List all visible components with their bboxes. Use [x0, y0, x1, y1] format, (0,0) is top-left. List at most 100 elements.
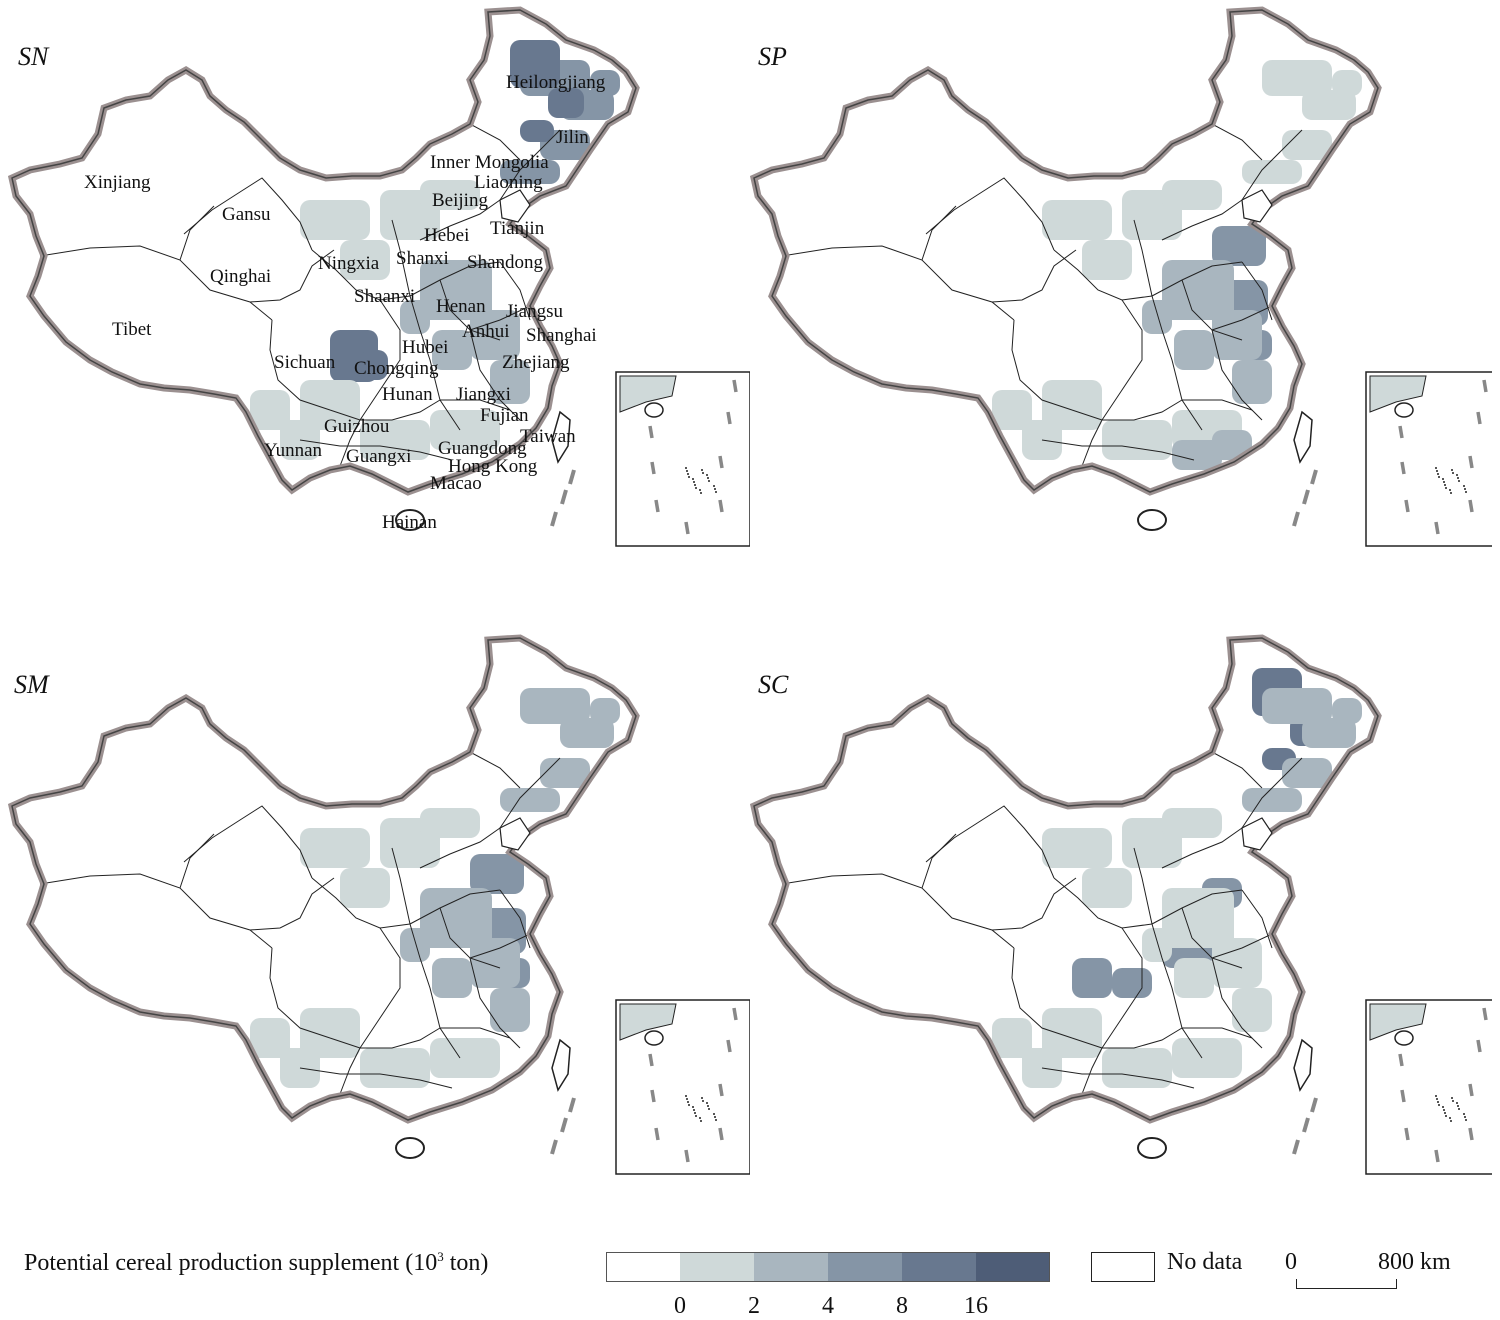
province-boundary	[249, 877, 335, 931]
inset-island	[686, 470, 688, 472]
province-boundary	[299, 439, 453, 461]
scale-bar-distance: 800 km	[1378, 1249, 1451, 1275]
maritime-dash	[1302, 489, 1310, 505]
shaded-area-northeast-core	[510, 40, 560, 88]
province-boundary	[339, 419, 361, 467]
inset-dash	[654, 1127, 660, 1141]
inset-island	[1456, 474, 1458, 476]
inset-island	[1452, 472, 1454, 474]
shaded-area-south	[360, 1048, 430, 1088]
province-boundary	[1101, 299, 1143, 421]
shaded-area-east	[1174, 958, 1214, 998]
shaded-area-south	[250, 1018, 290, 1058]
shaded-area-south	[250, 390, 290, 430]
province-boundary	[1151, 295, 1203, 431]
shaded-area-sichuan	[360, 350, 388, 380]
shaded-area-east	[420, 260, 492, 320]
hainan-island	[1137, 509, 1167, 531]
province-label: Hunan	[382, 384, 433, 405]
bohai-sea	[1241, 817, 1273, 851]
inset-island	[694, 1112, 696, 1114]
province-label: Guangdong	[438, 438, 527, 459]
inset-island	[1444, 1112, 1446, 1114]
inset-dash	[654, 499, 660, 513]
maritime-dash	[550, 1139, 558, 1155]
shaded-area-east	[470, 310, 520, 360]
hainan-island	[395, 509, 425, 531]
inset-island	[707, 477, 709, 479]
province-boundary	[1151, 261, 1243, 297]
province-label: Hebei	[424, 225, 469, 246]
map-panel-sn: Heilongjiang Jilin Inner Mongolia Liaoning X…	[0, 0, 750, 600]
inset-island	[1435, 467, 1437, 469]
province-label: Jilin	[556, 127, 589, 148]
province-label: Tianjin	[490, 218, 545, 239]
province-label: Hong Kong	[448, 456, 538, 477]
province-boundary	[1241, 757, 1303, 829]
province-boundary	[1161, 199, 1243, 241]
shaded-area-east	[1232, 988, 1272, 1032]
inset-dash	[1482, 1007, 1488, 1021]
province-label: Heilongjiang	[506, 72, 606, 93]
inset-dash	[684, 521, 690, 535]
inset-coastline	[619, 1003, 677, 1041]
province-boundary	[409, 261, 501, 297]
inset-island	[692, 1106, 694, 1108]
maritime-dash	[1292, 511, 1300, 527]
inset-coastline	[1369, 1003, 1427, 1041]
inset-dash	[1482, 379, 1488, 393]
maritime-dash	[568, 1097, 576, 1113]
province-boundary	[499, 889, 531, 949]
shaded-area-east	[1142, 928, 1172, 962]
province-boundary	[991, 249, 1077, 303]
province-boundary	[1011, 319, 1073, 411]
province-boundary	[1211, 933, 1273, 959]
shaded-area-east	[420, 888, 492, 948]
inset-island	[695, 1115, 697, 1117]
province-boundary	[1101, 927, 1143, 1049]
panel-label-sp: SP	[758, 42, 787, 71]
province-label: Sichuan	[274, 352, 336, 373]
legend-swatch-3	[828, 1252, 902, 1282]
map-panel-sc: SC	[742, 618, 1492, 1218]
shaded-area-east	[432, 958, 472, 998]
shaded-area-east	[490, 988, 530, 1032]
province-label: Guangxi	[346, 446, 411, 467]
inset-dash	[650, 461, 656, 475]
inset-island	[1436, 470, 1438, 472]
inset-island	[1437, 473, 1439, 475]
inset-coastline	[1369, 375, 1427, 413]
inset-island	[1457, 477, 1459, 479]
inset-dash	[732, 1007, 738, 1021]
shaded-area-south	[1042, 380, 1102, 430]
maritime-dash	[568, 469, 576, 485]
shaded-area-east	[400, 928, 430, 962]
shaded-area-central	[1112, 968, 1152, 998]
province-boundary	[1182, 399, 1253, 411]
shaded-area-north	[420, 808, 480, 838]
inset-island	[700, 1120, 702, 1122]
province-boundary	[440, 399, 511, 411]
province-boundary	[269, 947, 331, 1039]
province-boundary	[499, 757, 561, 829]
province-boundary	[499, 129, 561, 201]
shaded-area-north	[420, 180, 480, 210]
province-label: Shandong	[467, 252, 544, 273]
inset-island	[715, 491, 717, 493]
legend: Potential cereal production supplement (…	[0, 1235, 1500, 1319]
inset-island	[686, 1098, 688, 1100]
province-boundary	[439, 907, 501, 969]
country-fill	[12, 10, 636, 492]
province-boundary	[359, 299, 401, 421]
province-boundary	[311, 249, 411, 301]
inset-island	[1465, 491, 1467, 493]
province-label: Hainan	[382, 512, 437, 533]
province-boundary	[1211, 305, 1273, 331]
legend-swatch-2	[754, 1252, 828, 1282]
province-boundary	[1151, 923, 1203, 1059]
inset-island	[1444, 484, 1446, 486]
shaded-area-north	[1042, 828, 1112, 868]
map-panel-sm: SM	[0, 618, 750, 1218]
country-fill	[754, 10, 1378, 492]
